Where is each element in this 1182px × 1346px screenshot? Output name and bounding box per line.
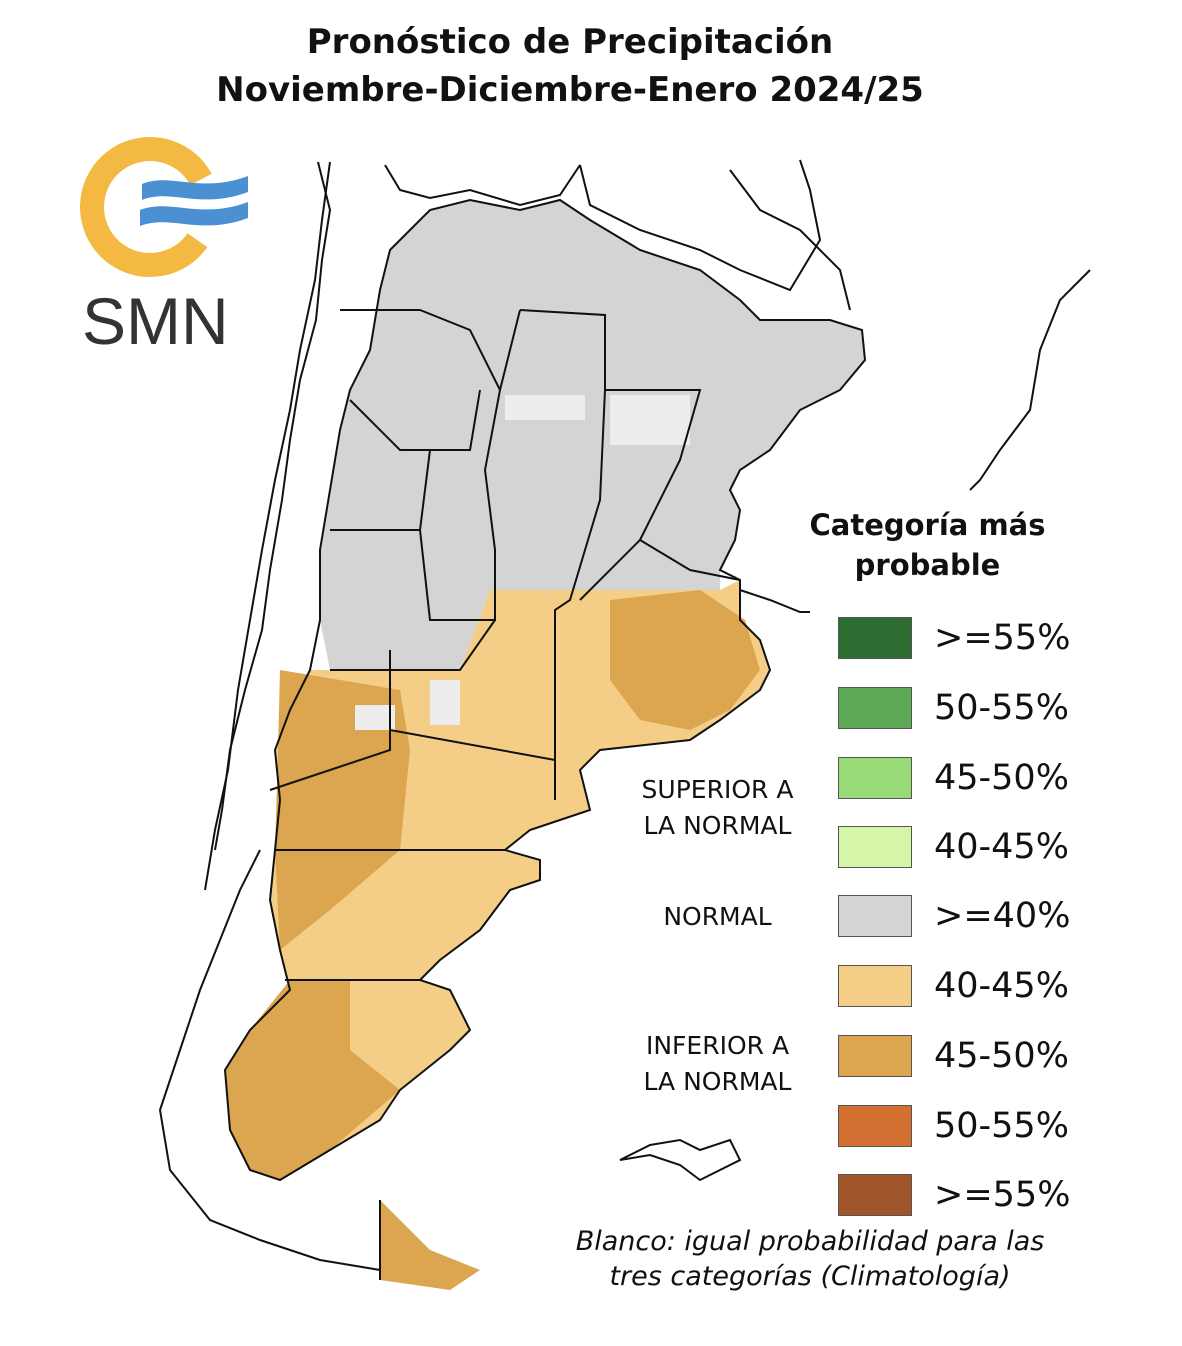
legend-label-inferior-45-50: 45-50% — [934, 1036, 1069, 1076]
legend-label-normal-40: >=40% — [934, 896, 1071, 936]
legend-label-superior-45-50: 45-50% — [934, 758, 1069, 798]
legend-swatch-superior-55 — [838, 617, 912, 659]
province-borders — [223, 198, 867, 1280]
legend-title-line1: Categoría más — [809, 508, 1046, 542]
logo-wave-2 — [140, 202, 248, 226]
legend-label-superior-50-55: 50-55% — [934, 688, 1069, 728]
logo-wave-1 — [142, 176, 248, 200]
legend-swatch-superior-50-55 — [838, 687, 912, 729]
legend-swatch-inferior-40-45 — [838, 965, 912, 1007]
category-superior-line1: SUPERIOR A — [641, 775, 794, 804]
tierra-del-fuego — [380, 1200, 480, 1290]
argentina-forecast-map — [158, 159, 1091, 1290]
legend-swatch-inferior-45-50 — [838, 1035, 912, 1077]
smn-logo: SMN — [80, 137, 248, 352]
legend-label-superior-40-45: 40-45% — [934, 827, 1069, 867]
patagonia-dark-zone-2 — [225, 980, 400, 1180]
category-normal: NORMAL — [663, 902, 772, 931]
climatology-cells — [355, 395, 690, 730]
category-inferior-line2: LA NORMAL — [643, 1067, 792, 1096]
chile-fjords — [158, 849, 441, 1276]
climatology-note-line1: Blanco: igual probabilidad para las — [575, 1226, 1045, 1257]
uruguay-coast — [739, 589, 810, 613]
logo-ring — [80, 137, 220, 277]
legend-label-superior-55: >=55% — [934, 618, 1071, 658]
category-superior-line2: LA NORMAL — [643, 811, 792, 840]
legend-swatch-normal-40 — [838, 895, 912, 937]
malvinas-islands — [619, 1138, 742, 1182]
neighbour-borders — [158, 159, 1091, 1276]
category-inferior-line1: INFERIOR A — [645, 1031, 790, 1060]
buenos-aires-dark-zone — [610, 590, 760, 730]
legend-swatch-superior-45-50 — [838, 757, 912, 799]
legend-title-line2: probable — [854, 548, 1001, 582]
brazil-border — [729, 169, 851, 311]
map-title-line2: Noviembre-Diciembre-Enero 2024/25 — [216, 70, 924, 110]
patagonia-dark-zone-1 — [275, 670, 410, 950]
legend-swatch-superior-40-45 — [838, 826, 912, 868]
climatology-note-line2: tres categorías (Climatología) — [609, 1261, 1011, 1292]
map-title-line1: Pronóstico de Precipitación — [306, 22, 834, 62]
brazil-coast — [969, 269, 1091, 491]
legend-label-inferior-40-45: 40-45% — [934, 966, 1069, 1006]
legend-label-inferior-55: >=55% — [934, 1175, 1071, 1215]
legend-swatch-inferior-50-55 — [838, 1105, 912, 1147]
legend-label-inferior-50-55: 50-55% — [934, 1106, 1069, 1146]
legend-swatch-inferior-55 — [838, 1174, 912, 1216]
pacific-coast — [204, 161, 331, 891]
paraguay-brazil — [579, 159, 822, 292]
logo-text: SMN — [82, 284, 229, 352]
bolivia-border — [384, 164, 581, 207]
